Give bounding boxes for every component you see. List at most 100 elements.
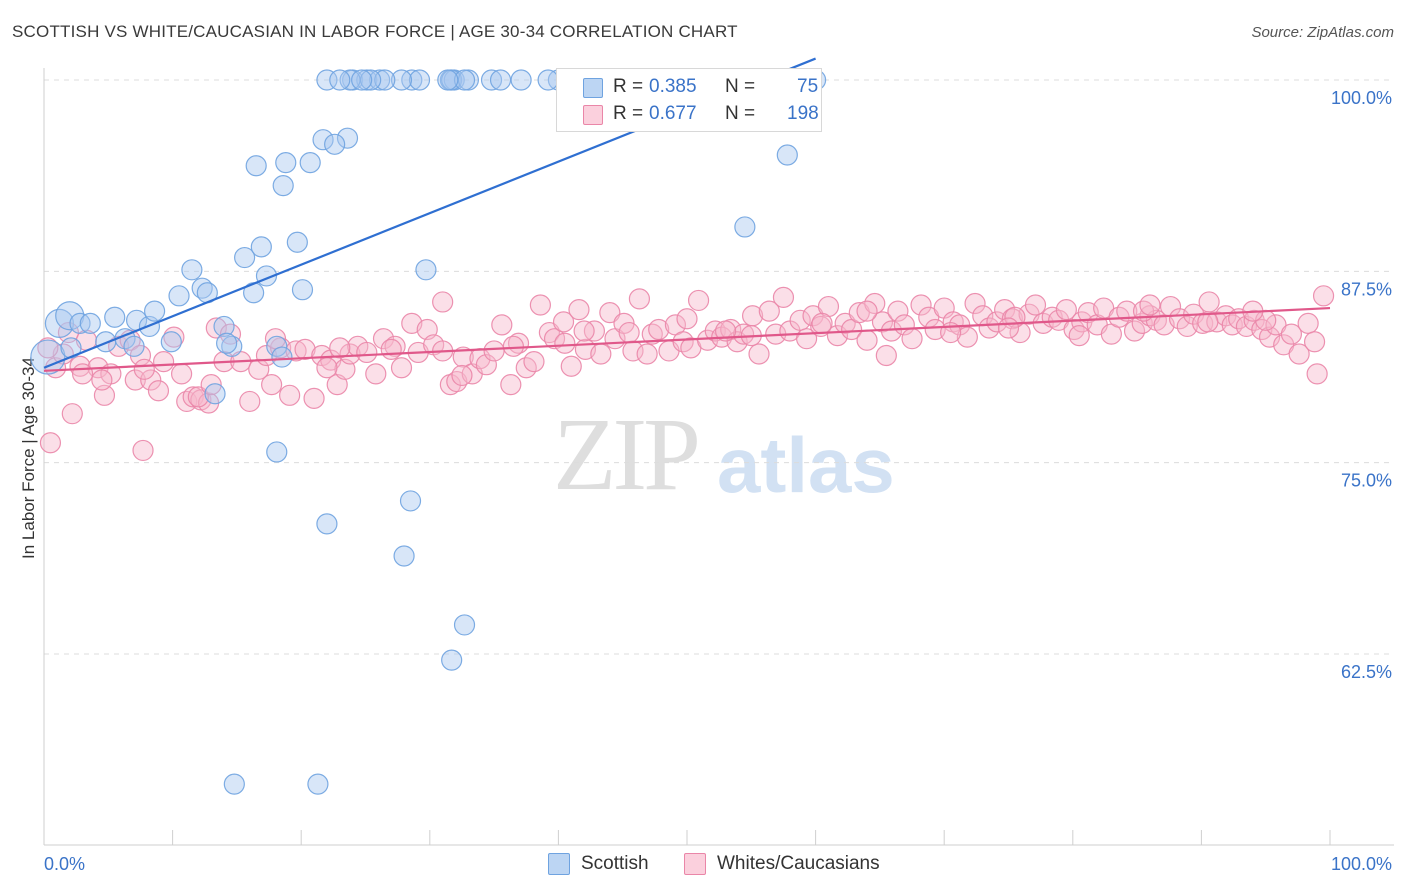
data-point-scottish — [390, 69, 413, 91]
data-point-scottish — [360, 69, 382, 91]
data-point-whites — [303, 387, 325, 409]
trend-line-whites — [43, 306, 1331, 372]
y-tick-label: 75.0% — [1341, 471, 1392, 491]
data-point-whites — [339, 343, 361, 365]
data-point-whites — [1024, 294, 1047, 316]
data-point-whites — [451, 364, 473, 387]
data-point-whites — [676, 308, 698, 330]
data-point-whites — [147, 380, 170, 402]
data-point-whites — [380, 338, 402, 360]
data-point-scottish — [453, 614, 476, 636]
data-point-whites — [1288, 343, 1310, 365]
data-point-whites — [997, 317, 1020, 339]
data-point-whites — [491, 314, 513, 336]
data-point-scottish — [271, 346, 293, 368]
data-point-scottish — [44, 308, 75, 338]
data-point-whites — [132, 439, 154, 462]
data-point-whites — [811, 312, 833, 334]
data-point-whites — [37, 337, 59, 359]
data-point-whites — [554, 332, 576, 354]
data-point-whites — [523, 351, 545, 373]
data-point-whites — [69, 355, 91, 377]
data-point-whites — [1176, 315, 1198, 338]
bottom-legend-label-whites: Whites/Caucasians — [717, 853, 880, 874]
legend-swatch-scottish — [583, 78, 603, 98]
data-point-whites — [279, 384, 301, 406]
data-point-scottish — [316, 513, 338, 535]
y-tick-label: 87.5% — [1341, 279, 1392, 299]
data-point-whites — [475, 354, 497, 376]
data-point-scottish — [441, 649, 463, 671]
legend-swatch-whites — [583, 105, 603, 125]
data-point-scottish — [453, 69, 476, 91]
data-point-scottish — [168, 285, 190, 307]
data-point-scottish — [160, 331, 182, 353]
data-point-whites — [748, 343, 770, 365]
data-point-whites — [384, 335, 406, 357]
data-point-whites — [483, 340, 505, 362]
data-point-scottish — [123, 335, 145, 357]
data-point-whites — [390, 357, 413, 379]
data-point-whites — [152, 351, 175, 373]
bottom-legend-swatch-whites — [684, 853, 706, 875]
chart-title: SCOTTISH VS WHITE/CAUCASIAN IN LABOR FOR… — [12, 22, 738, 41]
legend-n-label: N = — [725, 103, 756, 124]
data-point-scottish — [30, 339, 66, 375]
watermark-atlas: atlas — [717, 421, 895, 509]
bottom-legend-swatch-scottish — [548, 853, 570, 875]
data-point-whites — [1312, 285, 1335, 307]
y-tick-label: 62.5% — [1341, 662, 1392, 682]
data-point-scottish — [266, 335, 288, 357]
data-point-whites — [648, 318, 670, 341]
data-point-scottish — [399, 490, 422, 512]
data-point-whites — [856, 329, 878, 351]
data-point-whites — [875, 344, 897, 367]
data-point-scottish — [216, 332, 238, 354]
data-point-scottish — [299, 152, 321, 174]
data-point-whites — [924, 318, 946, 341]
data-point-whites — [71, 363, 94, 385]
data-point-whites — [372, 328, 395, 350]
data-point-whites — [714, 320, 737, 342]
legend-r-label: R = — [613, 76, 644, 97]
data-point-whites — [261, 374, 283, 396]
data-point-whites — [133, 358, 155, 380]
data-point-whites — [502, 335, 524, 357]
data-point-whites — [452, 346, 474, 368]
legend-n-label: N = — [725, 76, 756, 97]
data-point-scottish — [250, 236, 272, 258]
correlation-legend: R = 0.385 N = 75 R = 0.677 N = 198 — [556, 68, 822, 132]
data-point-whites — [543, 328, 566, 350]
data-point-scottish — [480, 69, 503, 91]
data-point-whites — [910, 294, 932, 316]
data-point-whites — [356, 341, 378, 364]
data-point-whites — [901, 328, 923, 350]
legend-r-value: 0.677 — [649, 103, 697, 124]
data-point-whites — [887, 300, 909, 322]
data-point-scottish — [181, 259, 203, 281]
data-point-whites — [826, 325, 849, 347]
data-point-whites — [1168, 308, 1191, 330]
data-point-scottish — [351, 69, 373, 91]
data-point-whites — [628, 288, 651, 310]
data-point-scottish — [204, 383, 226, 405]
data-point-whites — [552, 311, 575, 333]
data-point-scottish — [275, 152, 297, 174]
watermark-zip: ZIP — [553, 397, 701, 512]
legend-r-value: 0.385 — [649, 76, 697, 97]
y-tick-label: 100.0% — [1331, 88, 1392, 108]
data-point-scottish — [415, 259, 437, 281]
data-point-whites — [500, 374, 522, 396]
data-point-whites — [956, 326, 978, 348]
data-point-scottish — [329, 69, 351, 91]
data-point-whites — [732, 323, 755, 345]
data-point-whites — [140, 369, 162, 391]
data-point-scottish — [104, 306, 126, 328]
data-point-whites — [171, 363, 193, 385]
data-point-scottish — [510, 69, 532, 91]
data-point-whites — [294, 338, 316, 360]
data-point-whites — [636, 343, 658, 365]
data-point-whites — [573, 320, 595, 342]
legend-n-value: 198 — [787, 103, 819, 124]
legend-r-label: R = — [613, 103, 644, 124]
